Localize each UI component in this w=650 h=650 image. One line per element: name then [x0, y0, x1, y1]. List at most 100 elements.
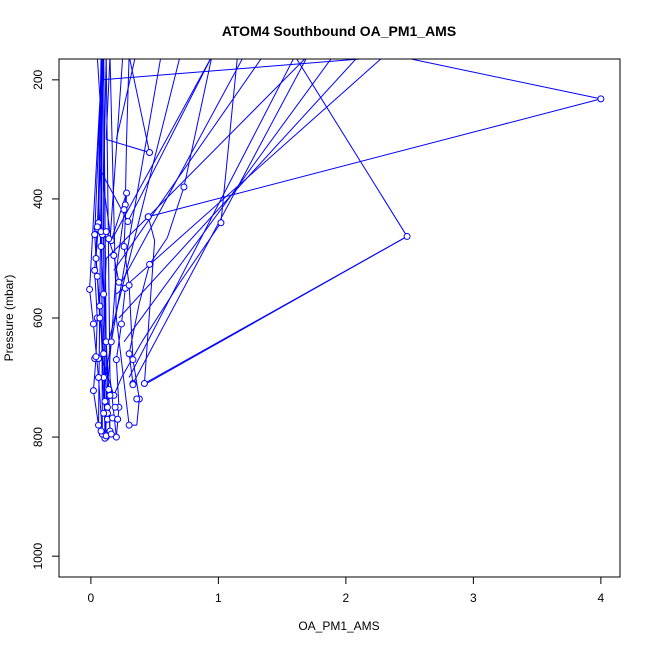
data-point: [125, 281, 133, 289]
series-segment: [101, 59, 367, 81]
data-point: [120, 243, 128, 251]
data-point: [114, 415, 122, 423]
x-tick-label: 0: [88, 591, 95, 605]
data-point: [102, 228, 110, 236]
data-point: [91, 266, 99, 274]
y-tick-label: 200: [31, 70, 45, 90]
data-point: [105, 235, 113, 243]
data-point: [93, 223, 101, 231]
series-segment: [147, 59, 306, 218]
data-point: [123, 189, 131, 197]
series-segment: [148, 98, 602, 218]
data-point: [93, 272, 101, 280]
series-segment: [149, 237, 168, 265]
series-segment: [123, 246, 130, 286]
series-segment: [179, 222, 222, 283]
data-point: [106, 391, 114, 399]
data-point: [115, 278, 123, 286]
data-point: [217, 219, 225, 227]
data-point: [100, 350, 108, 358]
data-point: [107, 430, 115, 438]
series-segment: [408, 59, 601, 100]
data-point: [89, 320, 97, 328]
data-point: [110, 251, 118, 259]
series-segment: [123, 59, 332, 343]
data-point: [103, 403, 111, 411]
data-point: [105, 385, 113, 393]
series-segment: [89, 289, 94, 325]
data-point: [112, 433, 120, 441]
series-segment: [116, 59, 382, 295]
data-point: [125, 350, 133, 358]
data-point: [140, 379, 148, 387]
data-point: [146, 148, 154, 156]
x-axis-label: OA_PM1_AMS: [298, 619, 379, 633]
series-segment: [147, 216, 156, 241]
chart-title: ATOM4 Southbound OA_PM1_AMS: [222, 23, 456, 39]
data-point: [96, 314, 104, 322]
data-point: [95, 421, 103, 429]
series-segment: [115, 359, 120, 408]
series-segment: [109, 59, 117, 319]
series-lines: [89, 59, 602, 439]
data-point: [86, 285, 94, 293]
series-segment: [113, 59, 262, 271]
data-point: [95, 374, 103, 382]
data-point: [403, 232, 411, 240]
series-segment: [132, 359, 140, 400]
series-segment: [118, 59, 357, 319]
series-segment: [138, 264, 151, 304]
data-point: [92, 353, 100, 361]
y-tick-label: 400: [31, 189, 45, 209]
series-segment: [106, 138, 150, 153]
series-segment: [115, 59, 136, 140]
series-segment: [115, 204, 126, 271]
data-point: [100, 409, 108, 417]
data-point: [597, 95, 605, 103]
data-point: [129, 356, 137, 364]
series-segment: [92, 357, 97, 391]
series-segment: [126, 59, 130, 140]
data-point: [125, 421, 133, 429]
series-segment: [121, 59, 243, 283]
y-tick-label: 1000: [31, 542, 45, 569]
series-segment: [105, 59, 161, 372]
series-segment: [128, 285, 134, 360]
data-point: [101, 397, 109, 405]
y-axis-label: Pressure (mbar): [2, 275, 16, 362]
data-point: [89, 387, 97, 395]
series-segment: [120, 288, 126, 325]
data-point: [107, 338, 115, 346]
x-tick-label: 2: [343, 591, 350, 605]
series-segment: [109, 59, 124, 241]
y-axis: 200 400 600 800 1000: [31, 70, 60, 570]
series-segment: [183, 59, 212, 188]
data-point: [133, 395, 141, 403]
data-point: [120, 206, 128, 214]
series-segment: [129, 59, 151, 153]
data-point: [117, 320, 125, 328]
data-point: [97, 427, 105, 435]
series-segment: [166, 186, 185, 238]
series-segment: [92, 390, 100, 426]
data-point: [100, 290, 108, 298]
data-point: [96, 302, 104, 310]
series-markers: [86, 95, 605, 442]
series-segment: [141, 282, 181, 343]
series-segment: [296, 59, 408, 237]
data-point: [129, 381, 137, 389]
series-segment: [105, 216, 149, 259]
y-tick-label: 800: [31, 427, 45, 447]
data-point: [91, 231, 99, 239]
x-tick-label: 3: [470, 591, 477, 605]
series-segment: [144, 235, 408, 386]
series-segment: [108, 59, 180, 342]
series-segment: [96, 276, 101, 319]
series-segment: [136, 398, 140, 426]
data-point: [97, 243, 105, 251]
series-segment: [110, 59, 211, 241]
data-point: [146, 260, 154, 268]
series-segment: [92, 323, 100, 378]
series-segment: [89, 59, 103, 290]
data-point: [112, 356, 120, 364]
